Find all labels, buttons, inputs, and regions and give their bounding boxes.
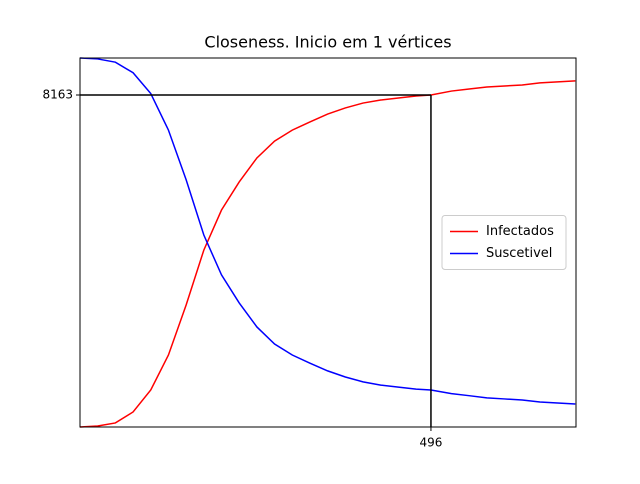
legend-box: [441, 215, 567, 270]
legend-label: Suscetivel: [486, 246, 552, 261]
y-tick-label: 8163: [42, 88, 73, 102]
x-tick-label: 496: [419, 436, 442, 450]
legend-label: Infectados: [486, 224, 554, 239]
chart-title: Closeness. Inicio em 1 vértices: [204, 33, 451, 52]
line-series: [79, 80, 576, 428]
plot-frame: [79, 57, 577, 428]
line-series: [79, 57, 576, 405]
